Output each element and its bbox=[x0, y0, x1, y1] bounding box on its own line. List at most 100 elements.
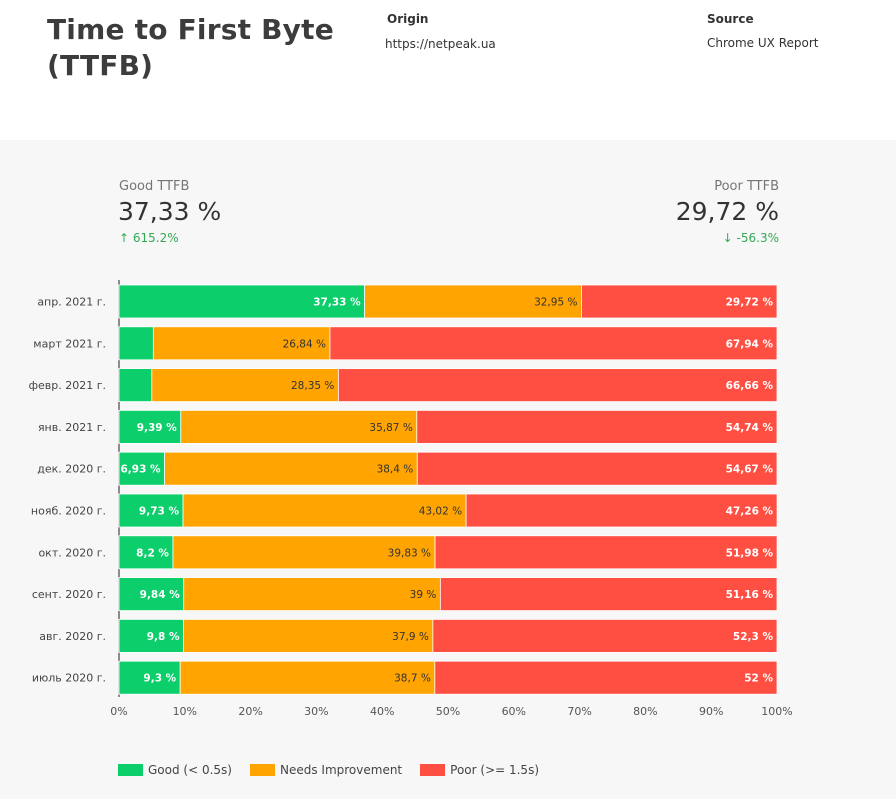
x-tick-label: 100% bbox=[761, 705, 792, 718]
x-tick-label: 90% bbox=[699, 705, 723, 718]
bar-segment-good bbox=[118, 451, 165, 486]
bar-segment-good bbox=[118, 493, 184, 528]
x-tick-label: 50% bbox=[436, 705, 460, 718]
legend-swatch-good bbox=[118, 764, 143, 776]
bar-segment-good bbox=[118, 409, 182, 444]
good-kpi-delta-value: 615.2% bbox=[132, 231, 179, 245]
poor-kpi-delta: ↓ -56.3% bbox=[723, 231, 779, 245]
bar-segment-needs bbox=[179, 660, 436, 695]
bar-segment-poor bbox=[337, 368, 778, 403]
source-label: Source bbox=[707, 12, 754, 26]
legend-label-needs: Needs Improvement bbox=[279, 763, 403, 777]
bar-segment-poor bbox=[416, 409, 778, 444]
arrow-down-icon: ↓ bbox=[722, 231, 733, 245]
bar-segment-poor bbox=[416, 451, 778, 486]
origin-label: Origin bbox=[387, 12, 429, 26]
bar-segment-poor bbox=[581, 284, 778, 319]
bar-segment-poor bbox=[434, 535, 778, 570]
x-tick-label: 80% bbox=[633, 705, 657, 718]
data-label-poor: 52,3 % bbox=[733, 631, 774, 643]
data-label-poor: 29,72 % bbox=[726, 297, 774, 309]
legend-label-good: Good (< 0.5s) bbox=[148, 763, 232, 777]
origin-value: https://netpeak.ua bbox=[385, 37, 496, 51]
bar-segment-good bbox=[118, 660, 181, 695]
data-label-poor: 67,94 % bbox=[726, 338, 774, 350]
source-value: Chrome UX Report bbox=[707, 36, 819, 50]
x-tick-label: 30% bbox=[304, 705, 328, 718]
data-label-poor: 66,66 % bbox=[726, 380, 774, 392]
data-label-good: 9,73 % bbox=[139, 506, 180, 518]
data-label-needs: 39,83 % bbox=[388, 547, 431, 559]
x-tick-label: 10% bbox=[173, 705, 197, 718]
bar-segment-poor bbox=[432, 619, 778, 653]
data-label-poor: 54,74 % bbox=[726, 422, 774, 434]
data-label-needs: 26,84 % bbox=[283, 338, 326, 350]
bar-segment-needs bbox=[172, 535, 436, 570]
y-category-label: июль 2020 г. bbox=[32, 672, 106, 685]
data-label-needs: 43,02 % bbox=[419, 506, 462, 518]
data-label-poor: 52 % bbox=[744, 673, 773, 685]
y-category-label: дек. 2020 г. bbox=[37, 463, 106, 476]
legend-swatch-poor bbox=[420, 764, 446, 776]
x-tick-label: 20% bbox=[238, 705, 262, 718]
y-category-label: сент. 2020 г. bbox=[32, 588, 106, 601]
bar-segment-good bbox=[118, 619, 184, 653]
legend-label-poor: Poor (>= 1.5s) bbox=[450, 763, 540, 777]
data-label-poor: 47,26 % bbox=[726, 506, 774, 518]
data-label-good: 8,2 % bbox=[136, 547, 169, 559]
poor-kpi-label: Poor TTFB bbox=[714, 179, 779, 194]
bar-segment-needs bbox=[183, 577, 441, 611]
y-category-label: март 2021 г. bbox=[33, 337, 106, 350]
bar-segment-good bbox=[118, 326, 154, 361]
bar-segment-needs bbox=[152, 326, 331, 361]
arrow-up-icon: ↑ bbox=[119, 231, 130, 245]
bar-segment-needs bbox=[182, 493, 467, 528]
y-category-label: нояб. 2020 г. bbox=[31, 505, 106, 518]
data-label-needs: 38,4 % bbox=[377, 464, 414, 476]
bar-segment-poor bbox=[439, 577, 778, 611]
legend-item-poor[interactable]: Poor (>= 1.5s) bbox=[420, 763, 539, 777]
y-category-label: апр. 2021 г. bbox=[37, 296, 106, 309]
bar-segment-needs bbox=[164, 451, 418, 486]
y-category-label: окт. 2020 г. bbox=[38, 546, 106, 559]
chart-legend: Good (< 0.5s) Needs Improvement Poor (>=… bbox=[118, 762, 557, 778]
data-label-good: 9,84 % bbox=[140, 589, 181, 601]
legend-item-good[interactable]: Good (< 0.5s) bbox=[118, 763, 232, 777]
bar-segment-poor bbox=[434, 660, 778, 695]
bar-segment-needs bbox=[183, 619, 434, 653]
legend-swatch-needs bbox=[249, 764, 275, 776]
bar-segment-good bbox=[118, 577, 185, 611]
data-label-poor: 54,67 % bbox=[726, 464, 774, 476]
data-label-needs: 39 % bbox=[410, 589, 437, 601]
x-tick-label: 0% bbox=[110, 705, 127, 718]
x-tick-label: 40% bbox=[370, 705, 394, 718]
poor-kpi-delta-value: -56.3% bbox=[736, 231, 779, 245]
poor-kpi-value: 29,72 % bbox=[675, 197, 779, 226]
data-label-needs: 28,35 % bbox=[291, 380, 334, 392]
data-label-good: 9,3 % bbox=[143, 673, 176, 685]
data-label-needs: 38,7 % bbox=[394, 673, 431, 685]
legend-item-needs[interactable]: Needs Improvement bbox=[249, 763, 403, 777]
report-header: Time to First Byte (TTFB) Origin https:/… bbox=[0, 0, 896, 140]
data-label-needs: 35,87 % bbox=[369, 422, 412, 434]
bar-segment-poor bbox=[329, 326, 778, 361]
data-label-poor: 51,98 % bbox=[726, 547, 774, 559]
y-category-label: авг. 2020 г. bbox=[39, 630, 106, 643]
x-tick-label: 60% bbox=[502, 705, 526, 718]
good-kpi-value: 37,33 % bbox=[118, 197, 222, 226]
bar-segment-needs bbox=[180, 409, 418, 444]
data-label-good: 37,33 % bbox=[313, 297, 361, 309]
page-title: Time to First Byte (TTFB) bbox=[47, 13, 334, 82]
data-label-good: 9,39 % bbox=[137, 422, 178, 434]
bar-segment-needs bbox=[151, 368, 339, 403]
data-label-good: 9,8 % bbox=[147, 631, 180, 643]
y-category-label: февр. 2021 г. bbox=[29, 379, 106, 392]
good-kpi-delta: ↑ 615.2% bbox=[119, 231, 179, 245]
x-tick-label: 70% bbox=[567, 705, 591, 718]
data-label-good: 6,93 % bbox=[121, 464, 162, 476]
data-label-needs: 32,95 % bbox=[534, 297, 577, 309]
bar-segment-poor bbox=[465, 493, 778, 528]
bar-segment-good bbox=[118, 535, 174, 570]
data-label-needs: 37,9 % bbox=[392, 631, 429, 643]
